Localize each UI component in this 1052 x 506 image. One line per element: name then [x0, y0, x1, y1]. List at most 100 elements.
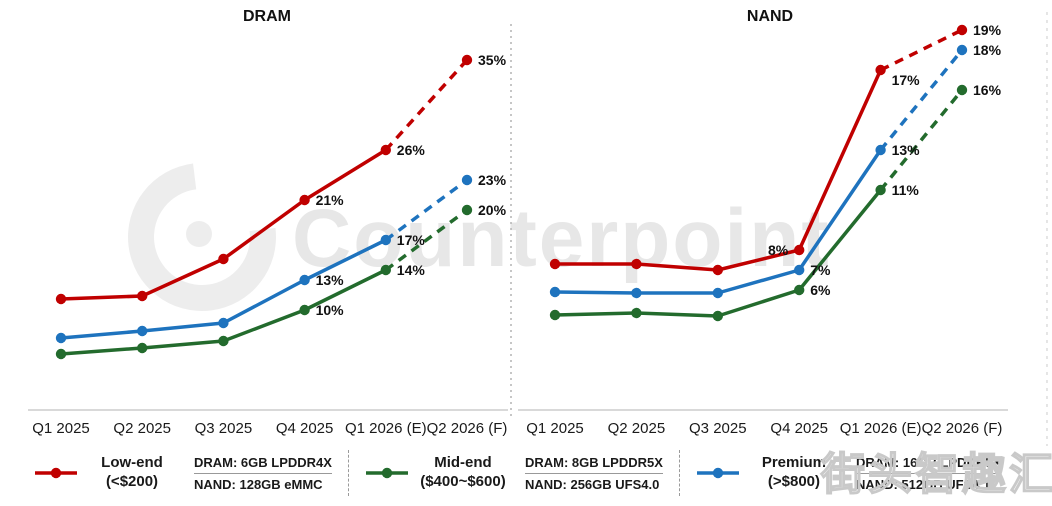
data-label: 10%: [316, 302, 345, 318]
legend-label-premium: Premium (>$800): [746, 454, 842, 492]
spec-nand: NAND: 256GB UFS4.0: [524, 476, 660, 492]
data-label: 26%: [397, 142, 426, 158]
legend-label-low-end: Low-end (<$200): [84, 454, 180, 492]
x-axis-tick-label: Q1 2025: [32, 420, 90, 437]
series-forecast-line-premium: [879, 48, 964, 152]
x-axis-tick-label: Q2 2026 (F): [427, 420, 508, 437]
data-label: 6%: [810, 282, 831, 298]
data-label: 13%: [316, 272, 345, 288]
data-point-premium: [712, 287, 723, 299]
data-point-low-end: [956, 24, 968, 36]
data-point-low-end: [549, 258, 561, 270]
data-point-premium: [875, 144, 886, 156]
data-label: 17%: [892, 72, 921, 88]
x-axis-tick-label: Q3 2025: [195, 420, 253, 437]
data-label: 16%: [973, 82, 1002, 98]
data-point-low-end: [218, 253, 229, 265]
spec-dram: DRAM: 16GB LPDDR5X: [855, 455, 1002, 474]
data-point-low-end: [712, 264, 723, 276]
data-label: 20%: [478, 202, 507, 218]
legend-divider: [347, 450, 349, 496]
data-point-mid-end: [794, 284, 805, 296]
legend-range: (>$800): [767, 473, 820, 490]
chart-legend: Low-end (<$200) DRAM: 6GB LPDDR4X NAND: …: [0, 444, 1052, 502]
data-point-premium: [299, 274, 310, 286]
data-point-low-end: [794, 244, 805, 256]
data-point-low-end: [461, 54, 473, 66]
data-point-premium: [218, 317, 229, 329]
data-point-low-end: [380, 144, 391, 156]
legend-item-low-end: Low-end (<$200) DRAM: 6GB LPDDR4X NAND: …: [34, 454, 332, 492]
legend-specs-low-end: DRAM: 6GB LPDDR4X NAND: 128GB eMMC: [194, 455, 332, 492]
data-point-low-end: [299, 194, 310, 206]
legend-label-mid-end: Mid-end ($400~$600): [415, 454, 511, 492]
data-point-premium: [549, 286, 561, 298]
data-label: 21%: [316, 192, 345, 208]
data-point-premium: [380, 234, 391, 246]
data-label: 7%: [810, 262, 831, 278]
x-axis-tick-label: Q3 2025: [689, 420, 747, 437]
legend-specs-mid-end: DRAM: 8GB LPDDR5X NAND: 256GB UFS4.0: [524, 455, 663, 492]
x-axis-tick-label: Q2 2025: [608, 420, 666, 437]
data-point-premium: [55, 332, 67, 344]
data-label: 23%: [478, 172, 507, 188]
data-point-low-end: [631, 258, 642, 270]
data-point-mid-end: [137, 342, 148, 354]
x-axis-tick-label: Q4 2025: [770, 420, 828, 437]
data-point-premium: [956, 44, 968, 56]
series-forecast-line-mid-end: [384, 208, 469, 272]
data-label: 18%: [973, 42, 1002, 58]
spec-nand: NAND: 512GB UFS4.1: [855, 476, 991, 492]
data-label: 11%: [892, 182, 920, 198]
legend-item-mid-end: Mid-end ($400~$600) DRAM: 8GB LPDDR5X NA…: [365, 454, 663, 492]
series-forecast-line-low-end: [384, 58, 469, 152]
data-point-mid-end: [875, 184, 886, 196]
x-axis-tick-label: Q1 2026 (E): [840, 420, 922, 437]
data-point-low-end: [875, 64, 886, 76]
legend-range: (<$200): [105, 473, 159, 490]
premium-marker-icon: [696, 466, 740, 480]
spec-dram: DRAM: 8GB LPDDR5X: [524, 455, 663, 474]
data-point-mid-end: [631, 307, 642, 319]
series-forecast-line-low-end: [879, 28, 963, 72]
data-label: 35%: [478, 52, 507, 68]
data-point-mid-end: [380, 264, 391, 276]
legend-divider: [678, 450, 680, 496]
mid-end-marker-icon: [365, 466, 409, 480]
data-point-premium: [137, 325, 148, 337]
series-forecast-line-premium: [384, 178, 469, 242]
nand-panel-title: NAND: [746, 8, 794, 25]
line-chart-canvas: Q1 2025 Q2 2025 Q3 2025 Q4 2025 Q1 2026 (E) Q…: [28, 12, 1048, 446]
data-label: 13%: [892, 142, 921, 158]
legend-item-premium: Premium (>$800) DRAM: 16GB LPDDR5X NAND:…: [696, 454, 1002, 492]
data-point-low-end: [137, 290, 148, 302]
data-label: 17%: [397, 232, 426, 248]
data-label: 19%: [973, 22, 1002, 38]
legend-range: ($400~$600): [420, 473, 506, 490]
dram-panel-title: DRAM: [243, 8, 291, 25]
data-label: 8%: [768, 242, 789, 258]
data-point-mid-end: [712, 310, 723, 322]
low-end-marker-icon: [34, 466, 78, 480]
x-axis-tick-label: Q1 2026 (E): [345, 420, 427, 437]
x-axis-tick-label: Q2 2026 (F): [922, 420, 1003, 437]
spec-nand: NAND: 128GB eMMC: [194, 476, 323, 492]
data-point-mid-end: [299, 304, 310, 316]
data-point-mid-end: [218, 335, 229, 347]
series-line-low-end: [555, 69, 883, 272]
data-point-mid-end: [55, 348, 67, 360]
legend-name: Mid-end: [434, 454, 492, 472]
data-point-premium: [631, 287, 642, 299]
x-axis-tick-label: Q2 2025: [113, 420, 171, 437]
data-point-mid-end: [956, 84, 968, 96]
legend-name: Premium: [761, 454, 827, 472]
data-point-mid-end: [461, 204, 473, 216]
counterpoint-logo-dot-icon: [186, 221, 212, 247]
data-point-premium: [794, 264, 805, 276]
spec-dram: DRAM: 6GB LPDDR4X: [194, 455, 332, 474]
legend-specs-premium: DRAM: 16GB LPDDR5X NAND: 512GB UFS4.1: [855, 455, 1002, 492]
data-point-mid-end: [549, 309, 561, 321]
x-axis-tick-label: Q4 2025: [276, 420, 334, 437]
x-axis-tick-label: Q1 2025: [526, 420, 584, 437]
